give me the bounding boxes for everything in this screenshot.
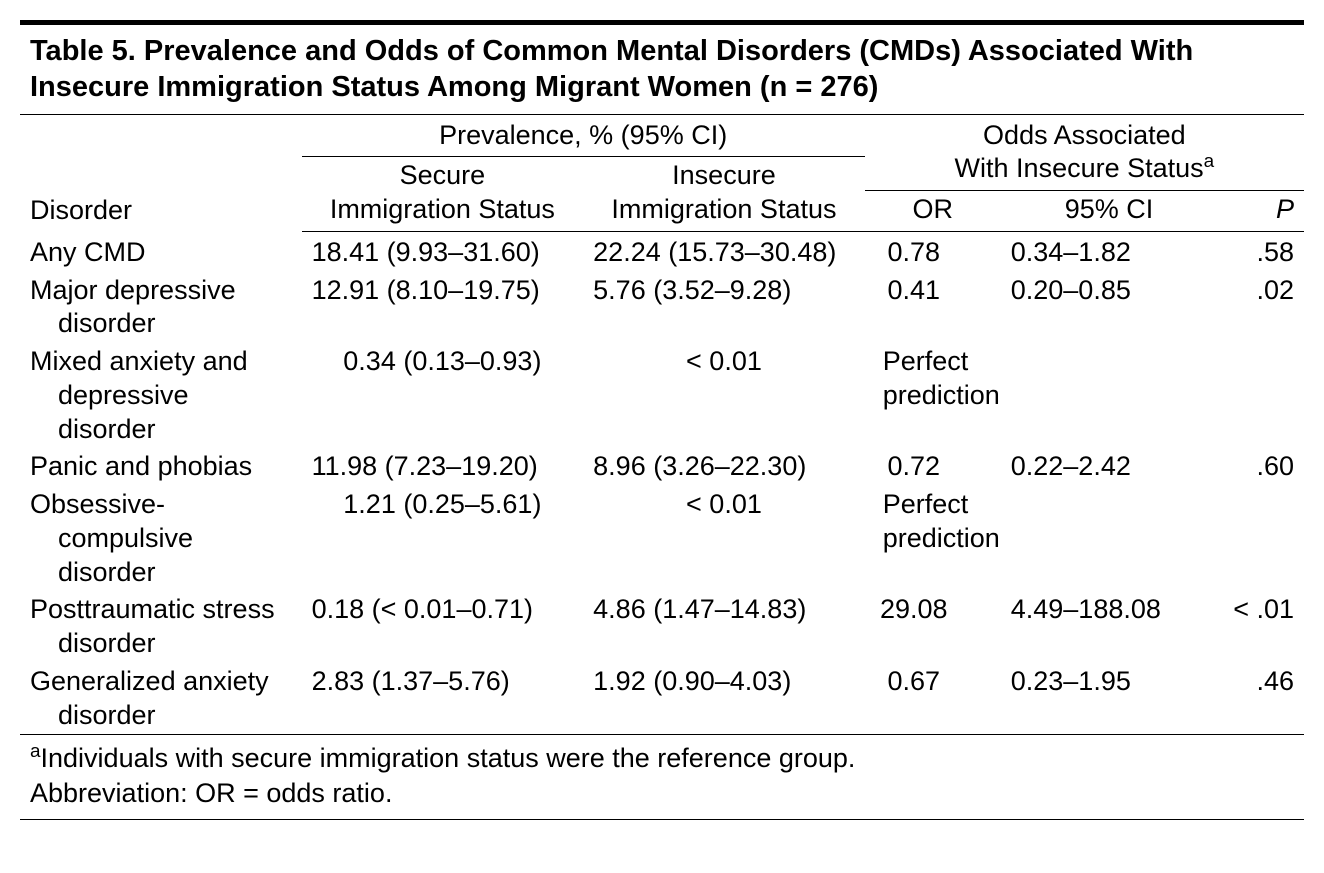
header-secure: Secure Immigration Status [302,157,584,232]
cell-ci: 0.34–1.82 [1001,231,1218,271]
footnote-abbrev: Abbreviation: OR = odds ratio. [30,776,1294,811]
table-row: Panic and phobias 11.98 (7.23–19.20) 8.9… [20,448,1304,486]
header-spanner-odds-line1: Odds Associated [983,120,1186,150]
cell-p: < .01 [1217,591,1304,663]
table-row: Mixed anxiety and depressive disorder 0.… [20,343,1304,448]
table-row: Posttraumatic stress disorder 0.18 (< 0.… [20,591,1304,663]
cell-or: 0.78 [865,231,1001,271]
cell-ci: 4.49–188.08 [1001,591,1218,663]
cell-insecure: < 0.01 [583,343,865,448]
cell-secure: 1.21 (0.25–5.61) [302,486,584,591]
header-insecure-line1: Insecure [672,160,776,190]
cell-disorder: Panic and phobias [20,448,302,486]
cell-or: 29.08 [865,591,1001,663]
table-row: Generalized anxiety disorder 2.83 (1.37–… [20,663,1304,735]
cell-or-merge: Perfect prediction [865,486,1304,591]
table-row: Any CMD 18.41 (9.93–31.60) 22.24 (15.73–… [20,231,1304,271]
cell-insecure: 5.76 (3.52–9.28) [583,272,865,344]
table-row: Major depressive disorder 12.91 (8.10–19… [20,272,1304,344]
header-insecure: Insecure Immigration Status [583,157,865,232]
table-row: Obsessive-compulsive disorder 1.21 (0.25… [20,486,1304,591]
footnote-a: aIndividuals with secure immigration sta… [30,741,1294,776]
cell-insecure: 1.92 (0.90–4.03) [583,663,865,735]
cell-or: 0.41 [865,272,1001,344]
cell-secure: 11.98 (7.23–19.20) [302,448,584,486]
cell-ci: 0.22–2.42 [1001,448,1218,486]
cell-p: .02 [1217,272,1304,344]
header-secure-line2: Immigration Status [330,194,555,224]
cell-ci: 0.20–0.85 [1001,272,1218,344]
table-footnotes: aIndividuals with secure immigration sta… [20,735,1304,820]
cell-disorder: Major depressive disorder [20,272,302,344]
header-disorder: Disorder [20,115,302,232]
cell-disorder: Any CMD [20,231,302,271]
cell-insecure: < 0.01 [583,486,865,591]
cell-secure: 0.34 (0.13–0.93) [302,343,584,448]
cell-insecure: 4.86 (1.47–14.83) [583,591,865,663]
cell-secure: 18.41 (9.93–31.60) [302,231,584,271]
footnote-a-text: Individuals with secure immigration stat… [41,743,856,773]
header-spanner-prevalence: Prevalence, % (95% CI) [302,115,865,157]
cell-disorder: Obsessive-compulsive disorder [20,486,302,591]
cell-disorder: Generalized anxiety disorder [20,663,302,735]
cell-disorder: Posttraumatic stress disorder [20,591,302,663]
header-p: P [1217,191,1304,232]
cell-insecure: 8.96 (3.26–22.30) [583,448,865,486]
header-ci: 95% CI [1001,191,1218,232]
cell-insecure: 22.24 (15.73–30.48) [583,231,865,271]
cell-or: 0.72 [865,448,1001,486]
header-secure-line1: Secure [400,160,486,190]
header-spanner-odds: Odds Associated With Insecure Statusa [865,115,1304,191]
header-spanner-odds-sup: a [1204,151,1215,172]
cell-p: .60 [1217,448,1304,486]
cell-disorder: Mixed anxiety and depressive disorder [20,343,302,448]
cell-secure: 0.18 (< 0.01–0.71) [302,591,584,663]
header-insecure-line2: Immigration Status [611,194,836,224]
cell-or-merge: Perfect prediction [865,343,1304,448]
table-5-container: Table 5. Prevalence and Odds of Common M… [20,20,1304,820]
table-title: Table 5. Prevalence and Odds of Common M… [20,25,1304,115]
cell-ci: 0.23–1.95 [1001,663,1218,735]
header-spanner-odds-line2: With Insecure Status [955,153,1204,183]
data-table: Disorder Prevalence, % (95% CI) Odds Ass… [20,115,1304,736]
footnote-a-sup: a [30,741,41,762]
cell-or: 0.67 [865,663,1001,735]
header-or: OR [865,191,1001,232]
cell-secure: 12.91 (8.10–19.75) [302,272,584,344]
cell-p: .46 [1217,663,1304,735]
cell-p: .58 [1217,231,1304,271]
cell-secure: 2.83 (1.37–5.76) [302,663,584,735]
